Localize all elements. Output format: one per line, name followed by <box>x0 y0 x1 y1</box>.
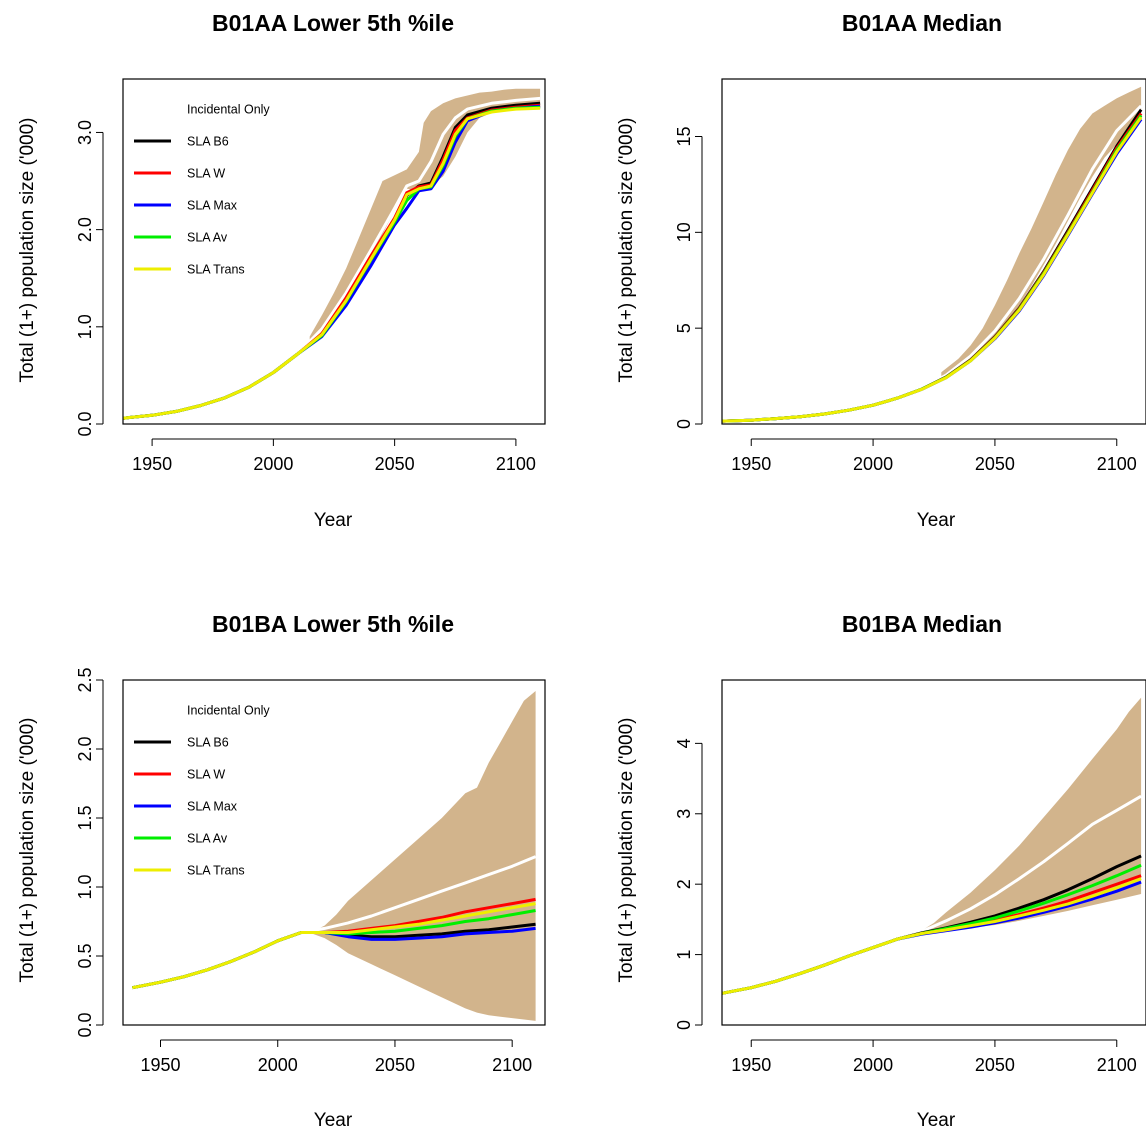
legend-label: Incidental Only <box>187 704 270 718</box>
series-line-incidental-only <box>122 96 541 420</box>
plot-area: 1950 2000 2050 2100 0.0 0.5 1.0 1.5 2.0 2.5 Incide… <box>75 667 546 1075</box>
y-tick-label: 0.5 <box>75 943 95 968</box>
series-line-sla-trans <box>721 877 1142 995</box>
envelope-band <box>309 88 541 345</box>
x-tick-label: 1950 <box>132 454 172 474</box>
legend-label: SLA Trans <box>187 864 245 878</box>
plot-frame <box>122 679 546 1026</box>
x-axis-title: Year <box>917 1110 956 1131</box>
x-tick-label: 1950 <box>731 1055 771 1075</box>
y-axis-title: Total (1+) population size ('000) <box>17 717 38 982</box>
plot-frame <box>122 78 546 425</box>
panel-b01aa-lower5: B01AA Lower 5th %ile Year Total (1+) pop… <box>17 10 546 531</box>
chart-title: B01AA Median <box>842 10 1002 36</box>
x-tick-label: 2100 <box>496 454 536 474</box>
x-tick-label: 2050 <box>375 1055 415 1075</box>
envelope-band <box>312 691 536 1021</box>
legend: Incidental Only SLA B6 SLA W SLA Max SLA Av S… <box>134 103 270 277</box>
x-tick-label: 2000 <box>853 1055 893 1075</box>
y-tick-label: 1.0 <box>75 314 95 339</box>
x-tick-label: 2100 <box>1097 454 1137 474</box>
plot-area: 1950 2000 2050 2100 0 1 2 3 4 <box>674 679 1146 1075</box>
x-tick-label: 2100 <box>1097 1055 1137 1075</box>
y-tick-label: 3 <box>674 809 694 819</box>
plot-frame <box>721 78 1146 425</box>
y-tick-label: 1.0 <box>75 874 95 899</box>
y-tick-label: 2.0 <box>75 736 95 761</box>
legend-label: SLA Max <box>187 199 238 213</box>
series-line-sla-max <box>122 104 541 420</box>
series-line-sla-trans <box>132 902 536 990</box>
envelope-band <box>941 86 1142 378</box>
legend-label: SLA B6 <box>187 736 229 750</box>
legend-label: SLA Av <box>187 231 228 245</box>
legend-label: SLA Max <box>187 800 238 814</box>
y-tick-label: 4 <box>674 738 694 748</box>
series-line-sla-w <box>122 103 541 420</box>
series-line-sla-trans <box>721 116 1143 423</box>
chart-title: B01BA Lower 5th %ile <box>212 611 454 637</box>
x-tick-label: 2000 <box>253 454 293 474</box>
panel-b01ba-median: B01BA Median Year Total (1+) population … <box>616 611 1146 1131</box>
legend-label: SLA Av <box>187 832 228 846</box>
y-tick-label: 0.0 <box>75 1012 95 1037</box>
x-tick-label: 2000 <box>853 454 893 474</box>
legend-label: SLA B6 <box>187 135 229 149</box>
y-axis-title: Total (1+) population size ('000) <box>616 717 637 982</box>
y-axis-title: Total (1+) population size ('000) <box>17 117 38 382</box>
envelope-band <box>916 697 1142 935</box>
y-tick-label: 0.0 <box>75 411 95 436</box>
y-tick-label: 15 <box>674 126 694 146</box>
legend: Incidental Only SLA B6 SLA W SLA Max SLA Av S… <box>134 704 270 878</box>
legend-label: Incidental Only <box>187 103 270 117</box>
x-tick-label: 2050 <box>975 454 1015 474</box>
x-axis-title: Year <box>314 1110 353 1131</box>
legend-label: SLA W <box>187 768 225 782</box>
x-tick-label: 1950 <box>140 1055 180 1075</box>
y-tick-label: 3.0 <box>75 120 95 145</box>
y-tick-label: 2.5 <box>75 667 95 692</box>
y-tick-label: 5 <box>674 323 694 333</box>
x-axis-title: Year <box>917 510 956 531</box>
legend-label: SLA Trans <box>187 263 245 277</box>
series-line-sla-av <box>122 105 541 420</box>
y-tick-label: 0 <box>674 1020 694 1030</box>
y-tick-label: 0 <box>674 419 694 429</box>
y-tick-label: 2.0 <box>75 217 95 242</box>
plot-area: 1950 2000 2050 2100 0 5 10 15 <box>674 78 1146 474</box>
panel-b01ba-lower5: B01BA Lower 5th %ile Year Total (1+) pop… <box>17 611 546 1131</box>
y-tick-label: 1.5 <box>75 805 95 830</box>
y-axis-title: Total (1+) population size ('000) <box>616 117 637 382</box>
series-line-sla-b6 <box>122 101 541 420</box>
chart-title: B01AA Lower 5th %ile <box>212 10 454 36</box>
plot-frame <box>721 679 1146 1026</box>
legend-label: SLA W <box>187 167 225 181</box>
x-tick-label: 1950 <box>731 454 771 474</box>
x-tick-label: 2100 <box>492 1055 532 1075</box>
x-tick-label: 2050 <box>375 454 415 474</box>
y-tick-label: 1 <box>674 950 694 960</box>
x-tick-label: 2050 <box>975 1055 1015 1075</box>
panel-b01aa-median: B01AA Median Year Total (1+) population … <box>616 10 1146 531</box>
plot-area: 1950 2000 2050 2100 0.0 1.0 2.0 3.0 Incidental O… <box>75 78 546 474</box>
series-line-sla-trans <box>122 106 541 420</box>
x-tick-label: 2000 <box>258 1055 298 1075</box>
chart-title: B01BA Median <box>842 611 1002 637</box>
y-tick-label: 2 <box>674 879 694 889</box>
x-axis-title: Year <box>314 510 353 531</box>
y-tick-label: 10 <box>674 222 694 242</box>
